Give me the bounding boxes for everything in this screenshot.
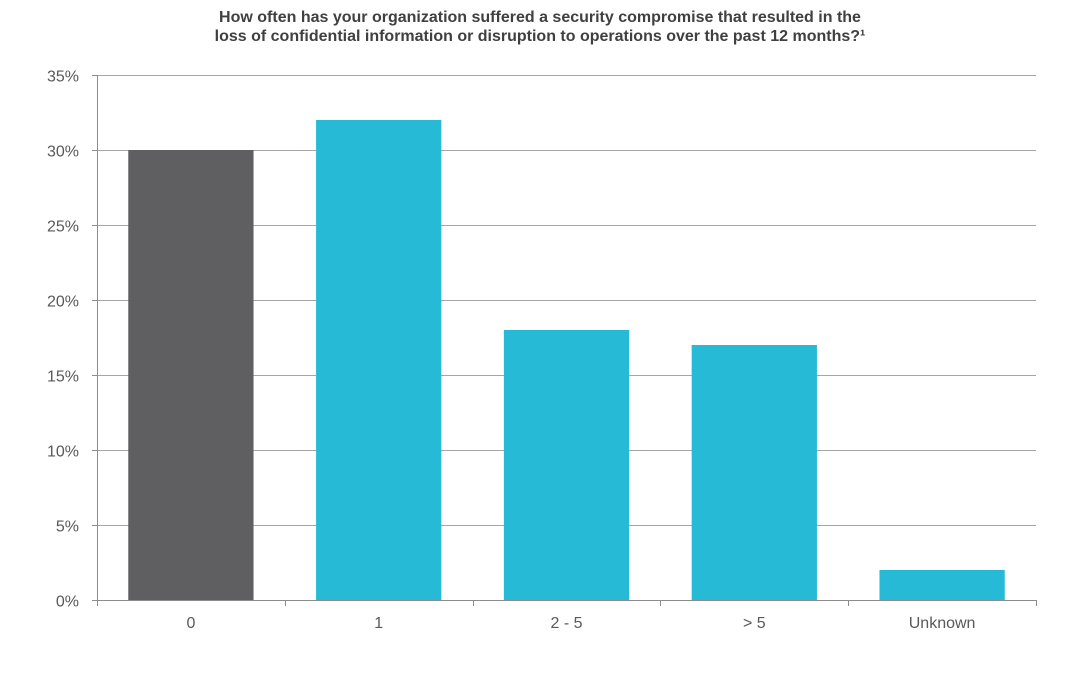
y-tick-label: 15% [47,369,79,386]
bar-2 [503,330,630,600]
x-tick-label: Unknown [909,615,976,632]
x-tick-label: > 5 [743,615,766,632]
bar-1 [316,120,442,600]
y-tick-label: 25% [47,219,79,236]
y-tick-label: 5% [56,519,79,536]
y-tick-label: 0% [56,594,79,611]
x-tick-label: 2 - 5 [550,615,582,632]
y-tick-label: 20% [47,294,79,311]
x-tick-label: 1 [374,615,383,632]
x-tick-labels: 0 1 2 - 5 > 5 Unknown [186,615,975,632]
bar-4 [879,570,1005,600]
chart-title: How often has your organization suffered… [0,8,1080,46]
chart-title-line-2: loss of confidential information or disr… [214,28,866,45]
y-tick-label: 10% [47,444,79,461]
y-tick-labels: 0% 5% 10% 15% 20% 25% 30% 35% [47,69,79,611]
axes [92,75,1037,606]
bar-3 [691,345,817,600]
y-tick-label: 30% [47,144,79,161]
x-tick-label: 0 [186,615,195,632]
bar-0 [128,150,254,600]
chart-title-line-1: How often has your organization suffered… [219,9,861,26]
y-tick-label: 35% [47,69,79,86]
bars [128,120,1005,600]
